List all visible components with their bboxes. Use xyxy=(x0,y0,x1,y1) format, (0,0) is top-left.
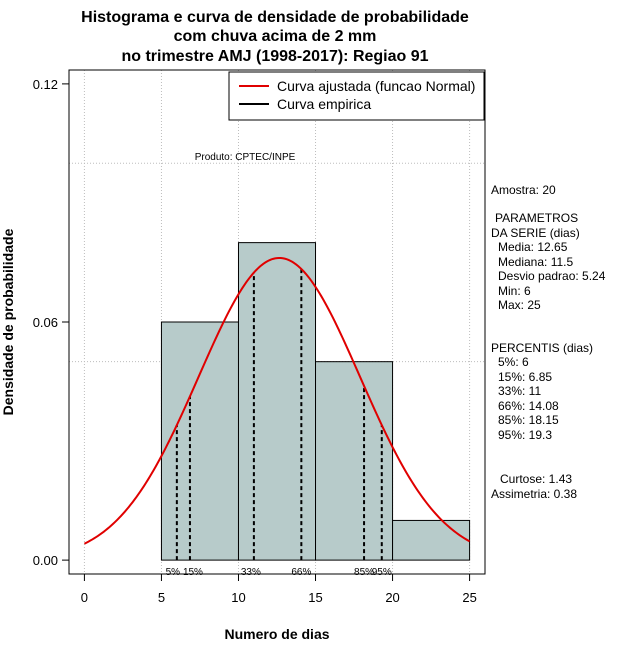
histogram-bar xyxy=(237,242,317,561)
percentile-label: 5% xyxy=(166,567,181,578)
chart-title-line-2: com chuva acima de 2 mm xyxy=(174,28,377,45)
stat-p33: 33%: 11 xyxy=(498,384,541,398)
legend: Curva ajustada (funcao Normal) Curva emp… xyxy=(228,71,485,121)
legend-label-fit: Curva ajustada (funcao Normal) xyxy=(277,78,475,94)
stat-desvio: Desvio padrao: 5.24 xyxy=(498,269,606,283)
percentile-label: 85% xyxy=(354,567,374,578)
y-tick-label: 0.00 xyxy=(33,553,58,568)
normal-curve-layer xyxy=(83,256,471,545)
product-annotation: Produto: CPTEC/INPE xyxy=(195,152,296,163)
y-axis-label: Densidade de probabilidade xyxy=(0,228,16,415)
percentile-label: 33% xyxy=(241,567,261,578)
stat-p85: 85%: 18.15 xyxy=(498,413,559,427)
stats-panel: Amostra: 20 PARAMETROS DA SERIE (dias) M… xyxy=(491,183,606,501)
percentile-label: 15% xyxy=(183,567,203,578)
x-tick-label: 10 xyxy=(231,590,245,605)
x-axis-label: Numero de dias xyxy=(224,626,329,642)
normal-fit-curve xyxy=(83,256,471,545)
x-tick-label: 25 xyxy=(462,590,476,605)
stat-parametros-title: PARAMETROS xyxy=(495,211,578,225)
y-tick-label: 0.06 xyxy=(33,315,58,330)
stat-assimetria: Assimetria: 0.38 xyxy=(491,487,577,501)
chart-title-line-3: no trimestre AMJ (1998-2017): Regiao 91 xyxy=(121,48,428,65)
stat-percentis-title: PERCENTIS (dias) xyxy=(491,341,593,355)
y-tick-label: 0.12 xyxy=(33,77,58,92)
chart-title-line-1: Histograma e curva de densidade de proba… xyxy=(81,9,469,26)
x-tick-label: 0 xyxy=(81,590,88,605)
x-tick-label: 5 xyxy=(158,590,165,605)
x-tick-label: 15 xyxy=(308,590,322,605)
percentile-label: 95% xyxy=(372,567,392,578)
stat-p15: 15%: 6.85 xyxy=(498,370,552,384)
stat-mediana: Mediana: 11.5 xyxy=(498,255,573,269)
stat-max: Max: 25 xyxy=(498,298,541,312)
x-tick-label: 20 xyxy=(385,590,399,605)
stat-min: Min: 6 xyxy=(498,284,531,298)
stat-media: Media: 12.65 xyxy=(498,240,568,254)
stat-p5: 5%: 6 xyxy=(498,355,529,369)
stat-curtose: Curtose: 1.43 xyxy=(500,472,572,486)
percentile-label: 66% xyxy=(291,567,311,578)
histogram-bar xyxy=(392,519,471,561)
percentile-lines: 5% 15% 33% 66% 85%95% xyxy=(166,269,392,578)
stat-amostra: Amostra: 20 xyxy=(491,183,556,197)
legend-box xyxy=(228,71,485,121)
axes: 0 5 10 15 20 25 0.00 0.06 0.12 xyxy=(33,77,477,605)
stat-p95: 95%: 19.3 xyxy=(498,428,552,442)
histogram-bar xyxy=(160,321,239,561)
stat-serie-title: DA SERIE (dias) xyxy=(491,226,580,240)
stat-p66: 66%: 14.08 xyxy=(498,399,559,413)
legend-label-empirical: Curva empirica xyxy=(277,96,371,112)
histogram-bars xyxy=(160,242,471,561)
